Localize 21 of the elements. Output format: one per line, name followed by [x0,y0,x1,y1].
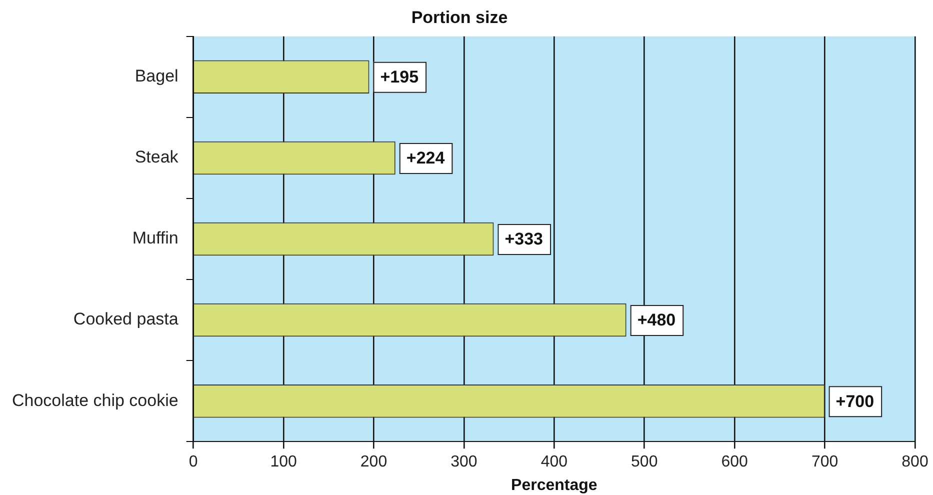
y-tick-label: Bagel [134,66,178,86]
x-tick-label: 400 [540,454,568,471]
y-tick-label: Cooked pasta [73,310,179,329]
x-tick-label: 600 [721,454,748,471]
data-label: +700 [836,392,874,411]
x-tick-label: 300 [450,454,478,471]
data-label: +480 [637,310,676,330]
x-tick-label: 700 [811,454,838,471]
x-tick-label: 0 [188,454,198,471]
chart-title: Portion size [411,8,508,27]
y-tick-label: Steak [134,148,179,167]
y-tick-label: Chocolate chip cookie [12,390,178,410]
data-label: +333 [504,230,544,249]
x-axis-title: Percentage [511,476,598,494]
x-tick-label: 100 [270,454,297,471]
data-label: +224 [406,148,446,168]
x-tick-label: 500 [631,454,658,471]
data-label: +195 [380,68,419,87]
y-tick-label: Muffin [132,228,178,248]
x-tick-label: 200 [360,454,388,471]
x-tick-label: 800 [902,454,928,471]
